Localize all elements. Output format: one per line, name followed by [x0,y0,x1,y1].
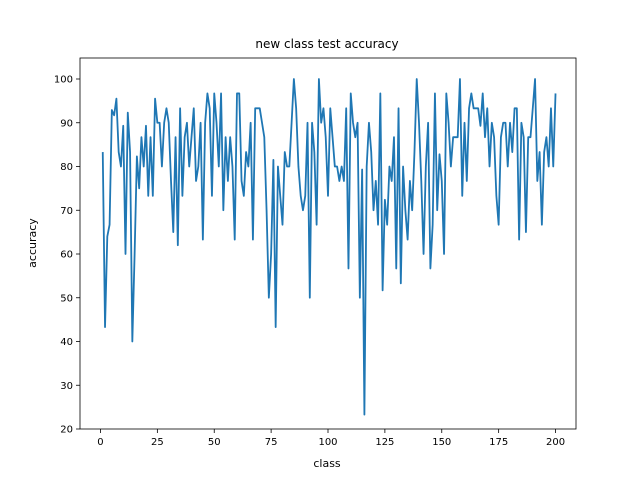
y-tick-label: 100 [54,75,73,86]
x-tick-label: 0 [97,437,103,448]
y-axis-label: accuracy [26,218,39,268]
x-axis: 0 25 50 75 100 125 150 175 200 [97,429,565,448]
y-tick-label: 60 [60,250,73,261]
y-tick-label: 90 [60,118,73,129]
series-line [101,78,557,416]
x-tick-label: 25 [151,437,164,448]
x-tick-label: 75 [265,437,278,448]
y-tick-label: 80 [60,162,73,173]
y-tick-label: 70 [60,206,73,217]
x-tick-label: 150 [432,437,451,448]
x-tick-label: 125 [375,437,394,448]
x-tick-label: 175 [489,437,508,448]
y-tick-label: 50 [60,293,73,304]
y-tick-label: 30 [60,381,73,392]
y-tick-label: 40 [60,337,73,348]
chart-title: new class test accuracy [255,37,398,51]
x-tick-label: 50 [208,437,221,448]
y-axis: 20 30 40 50 60 70 80 90 100 [54,75,80,436]
x-axis-label: class [313,457,341,470]
y-tick-label: 20 [60,425,73,436]
x-tick-label: 100 [318,437,337,448]
plot-area [101,78,557,416]
x-tick-label: 200 [546,437,565,448]
